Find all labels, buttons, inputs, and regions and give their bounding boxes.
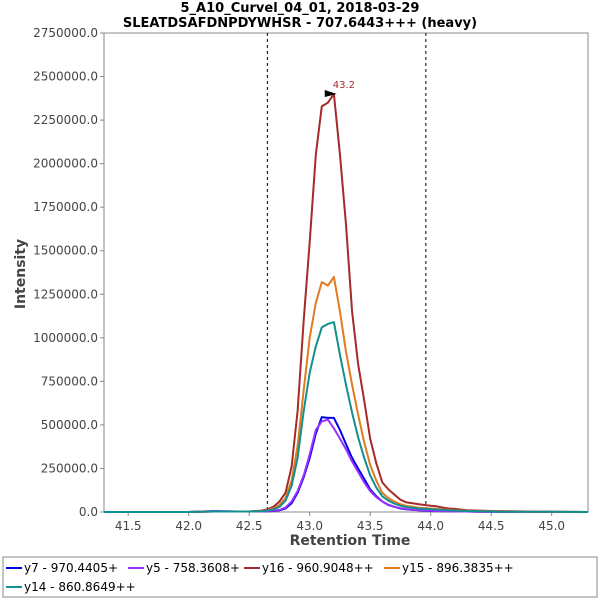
y-tick-label: 1250000.0 [33,287,98,301]
y-axis: 0.0 250000.0 500000.0 750000.0 1000000.0 1250… [33,26,104,519]
chart-subtitle: SLEATDSAFDNPDYWHSR - 707.6443+++ (heavy) [123,16,477,31]
x-tick-label: 44.5 [478,519,505,533]
series-group [104,93,589,513]
y-tick-label: 2000000.0 [33,157,98,171]
legend-item: y7 - 970.4405+ [24,561,118,575]
legend-item: y5 - 758.3608+ [146,561,240,575]
y-tick-label: 750000.0 [41,374,98,388]
y-tick-label: 250000.0 [41,461,98,475]
x-tick-label: 44.0 [417,519,444,533]
x-tick-label: 45.0 [538,519,565,533]
y-tick-label: 2250000.0 [33,113,98,127]
x-tick-label: 42.5 [236,519,263,533]
series-line [104,321,589,513]
y-tick-label: 500000.0 [41,418,98,432]
peak-marker-icon [324,89,337,97]
y-tick-label: 2500000.0 [33,70,98,84]
y-tick-label: 1500000.0 [33,244,98,258]
x-tick-label: 42.0 [175,519,202,533]
x-tick-label: 43.0 [296,519,323,533]
legend-item: y16 - 960.9048++ [262,561,374,575]
x-axis: 41.5 42.0 42.5 43.0 43.5 44.0 44.5 45.0 [115,512,565,533]
x-tick-label: 41.5 [115,519,142,533]
chart-title: 5_A10_Curvel_04_01, 2018-03-29 [181,1,420,16]
integration-boundaries [266,33,427,512]
y-tick-label: 2750000.0 [33,26,98,40]
plot-area [103,32,589,513]
y-tick-label: 1750000.0 [33,200,98,214]
y-tick-label: 1000000.0 [33,331,98,345]
x-axis-label: Retention Time [290,533,411,549]
x-tick-label: 43.5 [357,519,384,533]
y-tick-label: 0.0 [79,505,98,519]
peak-annotation: 43.2 [324,80,355,97]
legend-box [2,556,598,598]
peak-label: 43.2 [333,80,355,91]
legend: y7 - 970.4405+ y5 - 758.3608+ y16 - 960.90… [6,561,514,594]
y-axis-label: Intensity [13,239,29,309]
legend-item: y14 - 860.8649++ [24,580,136,594]
legend-item: y15 - 896.3835++ [402,561,514,575]
